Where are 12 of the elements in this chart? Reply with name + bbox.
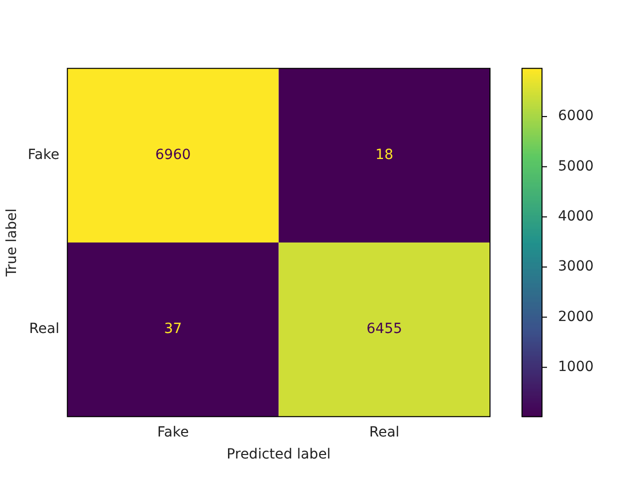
color-bar-label: 2000 <box>558 308 594 325</box>
color-bar-label: 3000 <box>558 258 594 275</box>
data-label: 6960 <box>155 147 191 164</box>
color-bar-label: 4000 <box>558 208 594 225</box>
data-label: 37 <box>164 321 182 338</box>
data-label: 6455 <box>366 321 402 338</box>
y-axis-title: True label <box>4 208 20 278</box>
color-bar-label: 1000 <box>558 358 594 375</box>
color-bar-label: 6000 <box>558 108 594 124</box>
color-bar-label: 5000 <box>558 158 594 174</box>
data-label: 18 <box>375 147 394 164</box>
x-axis-title: Predicted label <box>226 446 331 462</box>
